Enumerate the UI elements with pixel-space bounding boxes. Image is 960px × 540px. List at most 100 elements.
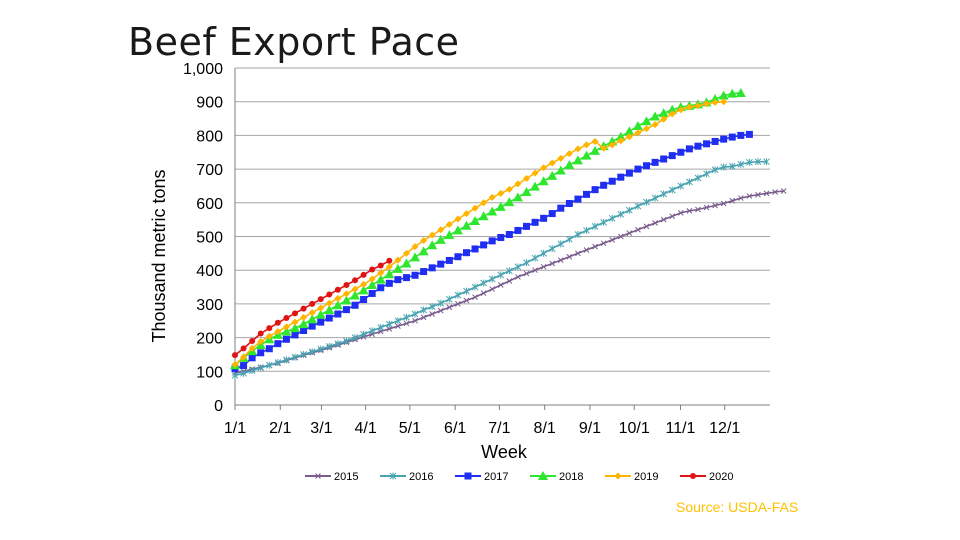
data-point-2017 <box>454 253 462 261</box>
data-point-2019 <box>274 328 282 336</box>
data-point-2015 <box>669 213 676 220</box>
data-point-2019 <box>591 137 599 145</box>
data-point-2018 <box>581 150 592 160</box>
data-point-2016 <box>617 210 625 218</box>
data-point-2017 <box>325 314 333 322</box>
data-point-2015 <box>575 250 581 257</box>
data-point-2019 <box>677 106 685 114</box>
data-point-2019 <box>240 353 248 361</box>
data-point-2018 <box>478 211 489 221</box>
data-point-2015 <box>780 188 787 194</box>
data-point-2019 <box>685 103 693 111</box>
data-point-2016 <box>737 160 745 168</box>
data-point-2015 <box>643 223 650 230</box>
data-point-2018 <box>341 295 352 305</box>
data-point-2020 <box>274 319 281 326</box>
data-point-2019 <box>703 100 711 108</box>
data-point-2015 <box>523 270 530 277</box>
data-point-2018 <box>555 165 566 175</box>
data-point-2017 <box>720 135 728 143</box>
data-point-2020 <box>352 277 359 284</box>
data-point-2019 <box>522 175 530 183</box>
data-point-2016 <box>703 170 710 178</box>
data-point-2015 <box>403 320 410 327</box>
data-point-2016 <box>317 345 325 353</box>
data-point-2020 <box>343 282 350 289</box>
data-point-2015 <box>437 307 444 314</box>
data-point-2015 <box>489 286 496 292</box>
data-point-2017 <box>334 310 342 318</box>
data-point-2017 <box>694 142 702 150</box>
data-point-2018 <box>324 304 335 314</box>
data-point-2020 <box>326 291 333 298</box>
data-point-2017 <box>385 279 393 287</box>
data-point-2019 <box>625 133 633 141</box>
legend-label: 2018 <box>559 471 583 483</box>
data-point-2017 <box>591 186 599 194</box>
x-tick-label: 10/1 <box>619 420 650 437</box>
data-point-2016 <box>343 337 350 345</box>
data-point-2019 <box>282 323 290 331</box>
data-point-2017 <box>660 155 668 163</box>
y-tick-label: 200 <box>196 331 223 348</box>
data-point-2019 <box>325 299 333 307</box>
data-point-2019 <box>291 318 299 326</box>
x-tick-label: 3/1 <box>310 420 332 437</box>
data-point-2018 <box>410 252 421 262</box>
series-2016 <box>231 158 770 379</box>
data-point-2018 <box>470 215 481 225</box>
data-point-2018 <box>521 187 532 197</box>
legend-item-2020: 2020 <box>680 471 733 483</box>
data-point-2018 <box>332 300 343 310</box>
data-point-2018 <box>735 87 746 97</box>
data-point-2016 <box>746 158 753 166</box>
data-point-2015 <box>420 314 427 321</box>
data-point-2017 <box>497 234 505 242</box>
data-point-2020 <box>317 296 324 303</box>
x-tick-label: 5/1 <box>399 420 421 437</box>
data-point-2015 <box>429 311 436 317</box>
data-point-2015 <box>472 294 478 301</box>
series-2017 <box>231 130 753 373</box>
data-point-2019 <box>351 285 359 293</box>
x-tick-label: 4/1 <box>355 420 377 437</box>
data-point-2020 <box>292 310 299 317</box>
data-point-2018 <box>512 192 523 202</box>
data-point-2019 <box>248 344 256 352</box>
data-point-2017 <box>677 148 685 156</box>
data-point-2019 <box>548 159 556 167</box>
data-point-2015 <box>712 202 718 209</box>
data-point-2018 <box>632 120 643 130</box>
data-point-2016 <box>488 275 496 283</box>
data-point-2018 <box>427 240 438 250</box>
data-point-2017 <box>617 173 625 181</box>
data-point-2016 <box>274 359 282 367</box>
data-point-2016 <box>497 271 505 279</box>
data-point-2017 <box>437 260 445 268</box>
data-point-2018 <box>392 263 403 273</box>
data-point-2018 <box>444 230 455 240</box>
data-point-2018 <box>641 116 652 126</box>
data-point-2019 <box>480 199 488 207</box>
x-axis-title: Week <box>481 442 528 462</box>
data-point-2019 <box>428 231 436 239</box>
data-point-2016 <box>694 174 702 182</box>
data-point-2016 <box>240 369 247 377</box>
data-point-2020 <box>334 286 341 293</box>
data-point-2015 <box>720 200 727 207</box>
data-point-2016 <box>754 158 762 166</box>
data-point-2018 <box>298 319 309 329</box>
data-point-2020 <box>232 352 238 359</box>
y-tick-label: 900 <box>196 95 223 112</box>
data-point-2018 <box>658 108 669 118</box>
data-point-2015 <box>480 290 487 296</box>
data-point-2016 <box>531 254 539 262</box>
data-point-2016 <box>428 303 436 311</box>
data-point-2017 <box>282 335 290 343</box>
data-point-2015 <box>652 220 658 226</box>
data-point-2017 <box>291 331 299 339</box>
legend-item-2018: 2018 <box>530 471 583 483</box>
data-point-2017 <box>428 264 436 272</box>
data-point-2017 <box>240 362 248 370</box>
data-point-2016 <box>651 194 659 202</box>
